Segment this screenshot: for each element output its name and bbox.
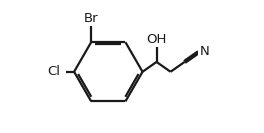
Text: OH: OH xyxy=(146,33,167,46)
Text: Cl: Cl xyxy=(47,65,60,78)
Text: N: N xyxy=(200,45,210,58)
Text: Br: Br xyxy=(84,12,98,25)
